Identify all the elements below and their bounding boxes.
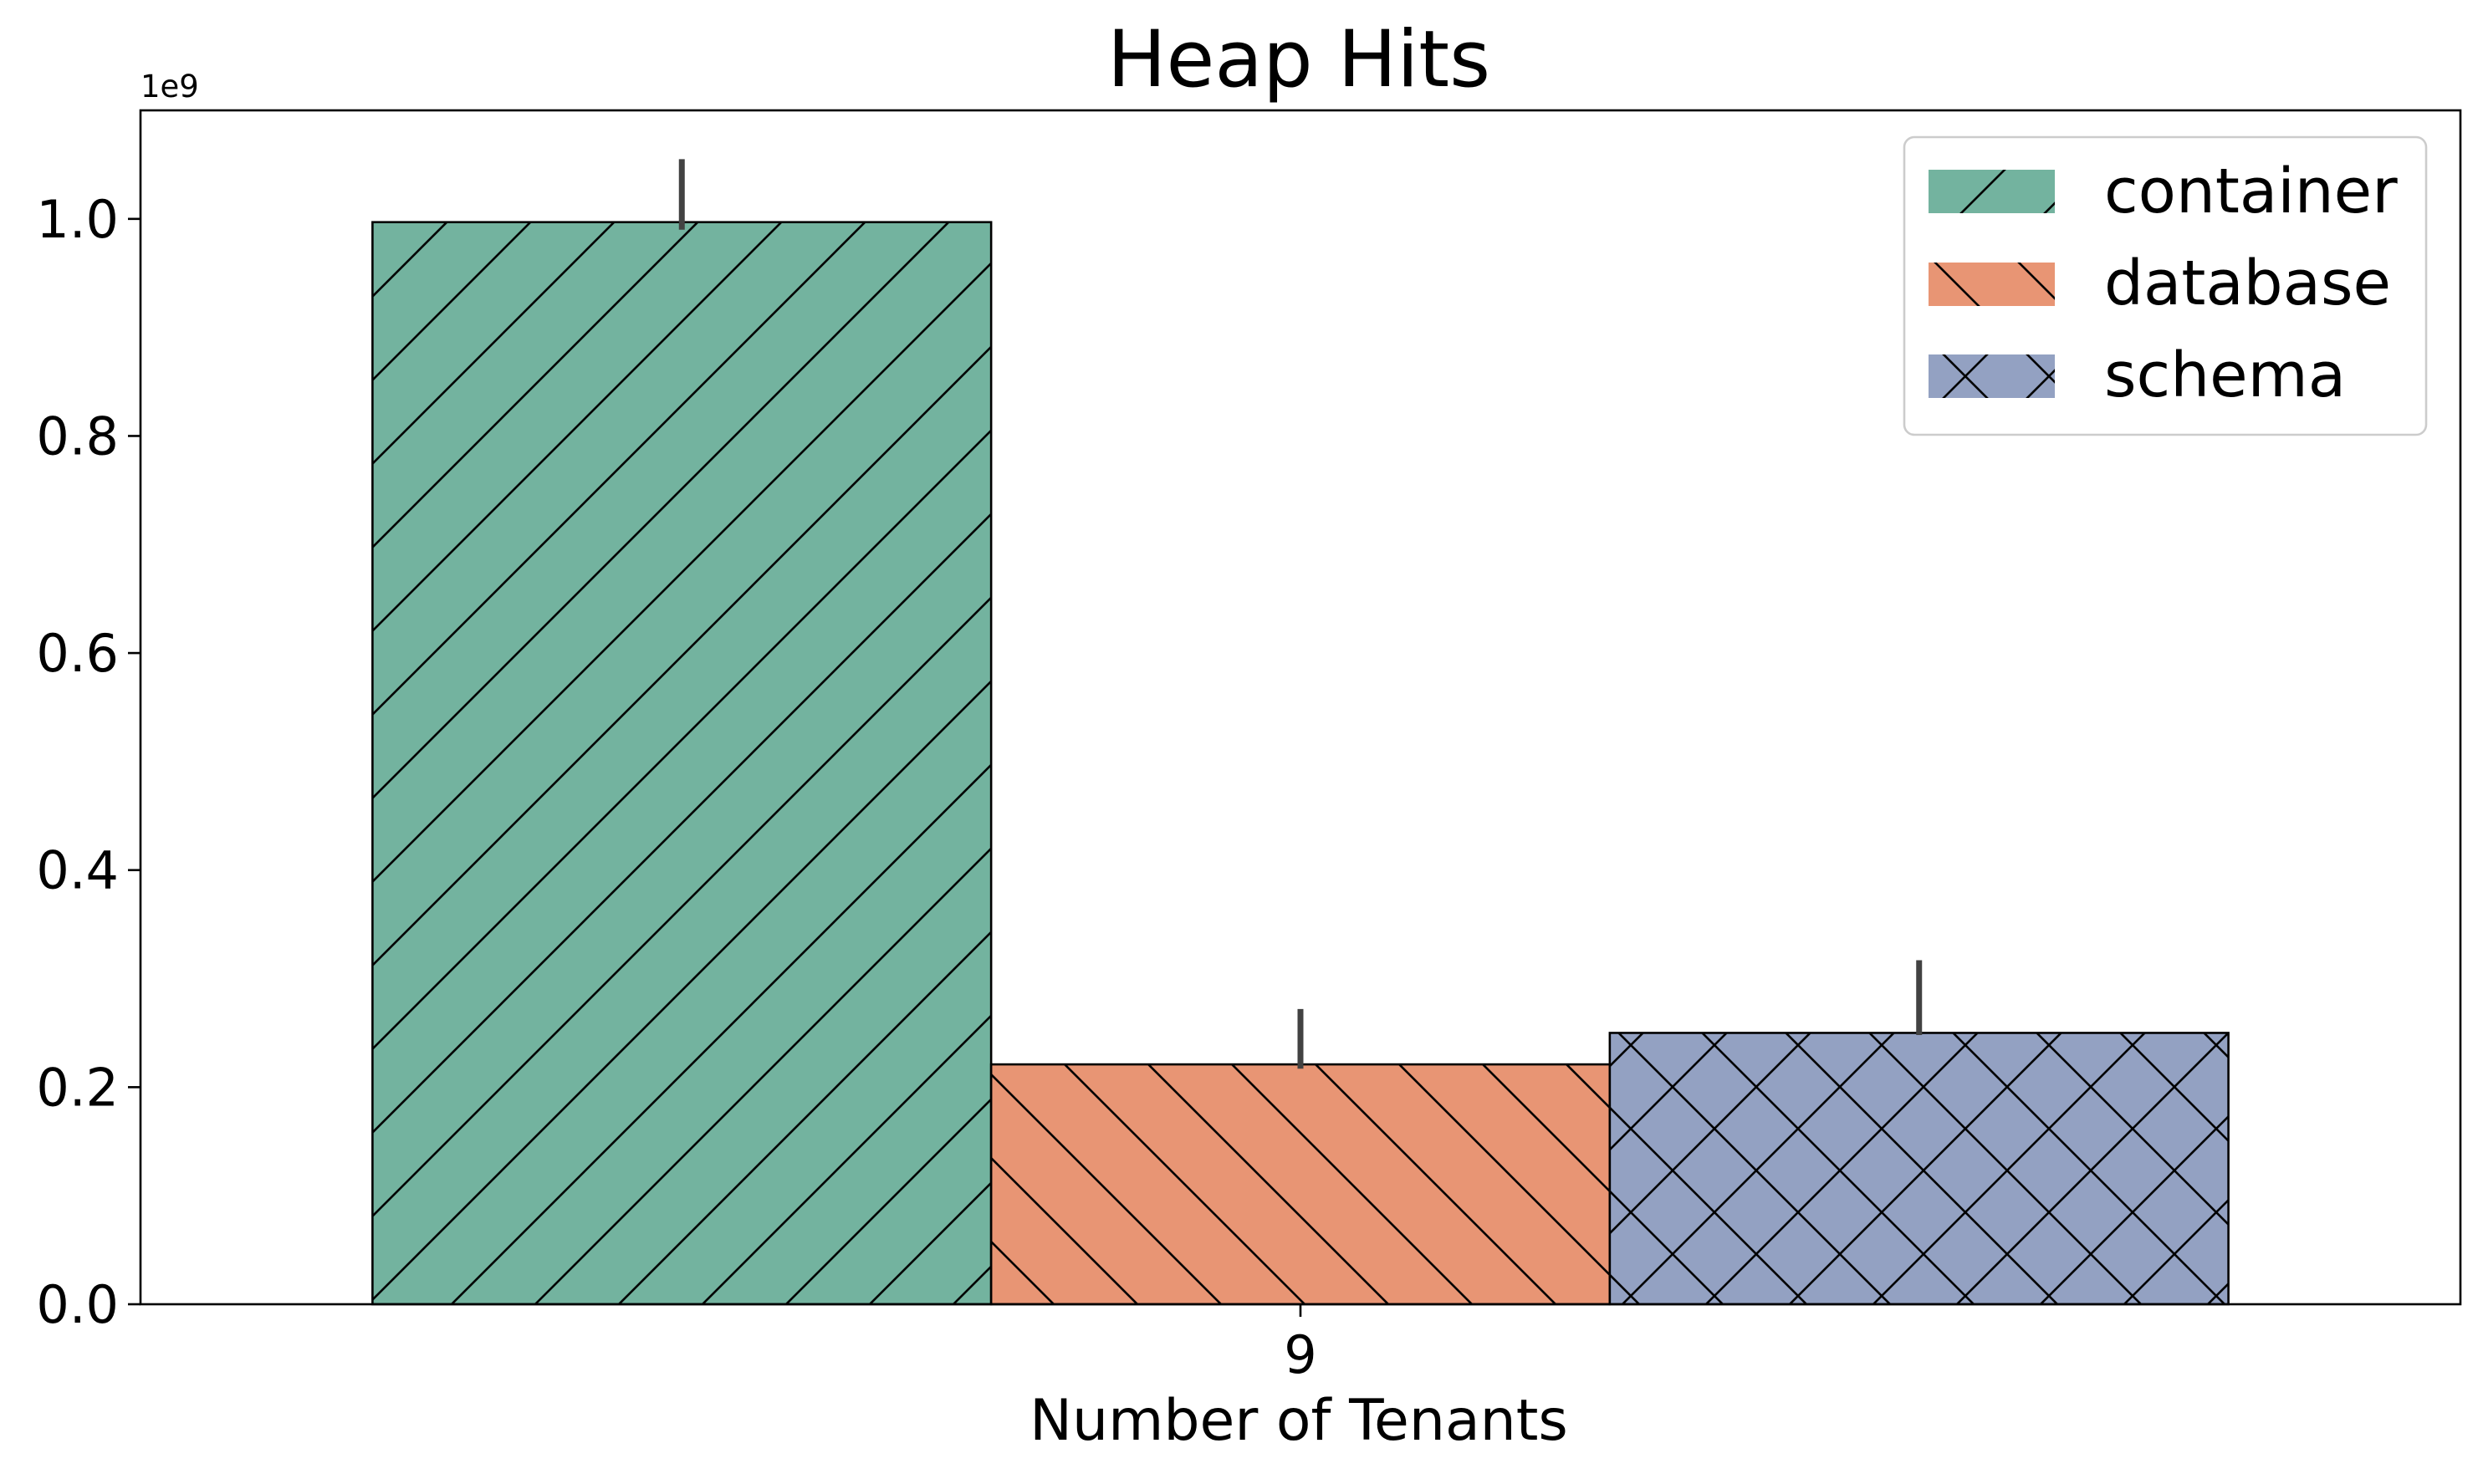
bar-database [989, 1063, 1612, 1306]
legend-swatch-schema [1929, 354, 2055, 398]
x-tick-label: 9 [1284, 1324, 1316, 1385]
legend-label-schema: schema [2104, 339, 2346, 411]
legend-item-schema: schema [1929, 339, 2346, 411]
error-bars-group [678, 159, 1923, 1069]
y-axis-offset-label: 1e9 [140, 69, 199, 105]
legend-label-container: container [2104, 156, 2398, 227]
legend-swatch-database [1929, 263, 2055, 306]
y-tick-label: 0.4 [36, 840, 119, 901]
y-tick-label: 0.8 [36, 405, 119, 467]
y-tick-label: 0.2 [36, 1057, 119, 1118]
y-tick-label: 0.6 [36, 623, 119, 684]
x-axis-ticks: 9 [1284, 1304, 1317, 1385]
y-tick-label: 0.0 [36, 1274, 119, 1335]
chart-title: Heap Hits [1107, 14, 1490, 105]
x-axis-label: Number of Tenants [1029, 1388, 1568, 1454]
bars-group [371, 221, 2230, 1306]
legend-label-database: database [2104, 247, 2391, 319]
legend-swatch-container [1929, 170, 2055, 213]
bar-container [371, 221, 993, 1306]
legend-item-container: container [1929, 156, 2398, 227]
bar-schema [1608, 1032, 2230, 1306]
legend: container database schema [1903, 135, 2428, 436]
legend-item-database: database [1929, 247, 2391, 319]
plot-area: 0.0 0.2 0.4 0.6 0.8 1.0 9 [36, 109, 2462, 1385]
y-axis-ticks: 0.0 0.2 0.4 0.6 0.8 1.0 [36, 189, 140, 1335]
y-tick-label: 1.0 [36, 189, 119, 250]
